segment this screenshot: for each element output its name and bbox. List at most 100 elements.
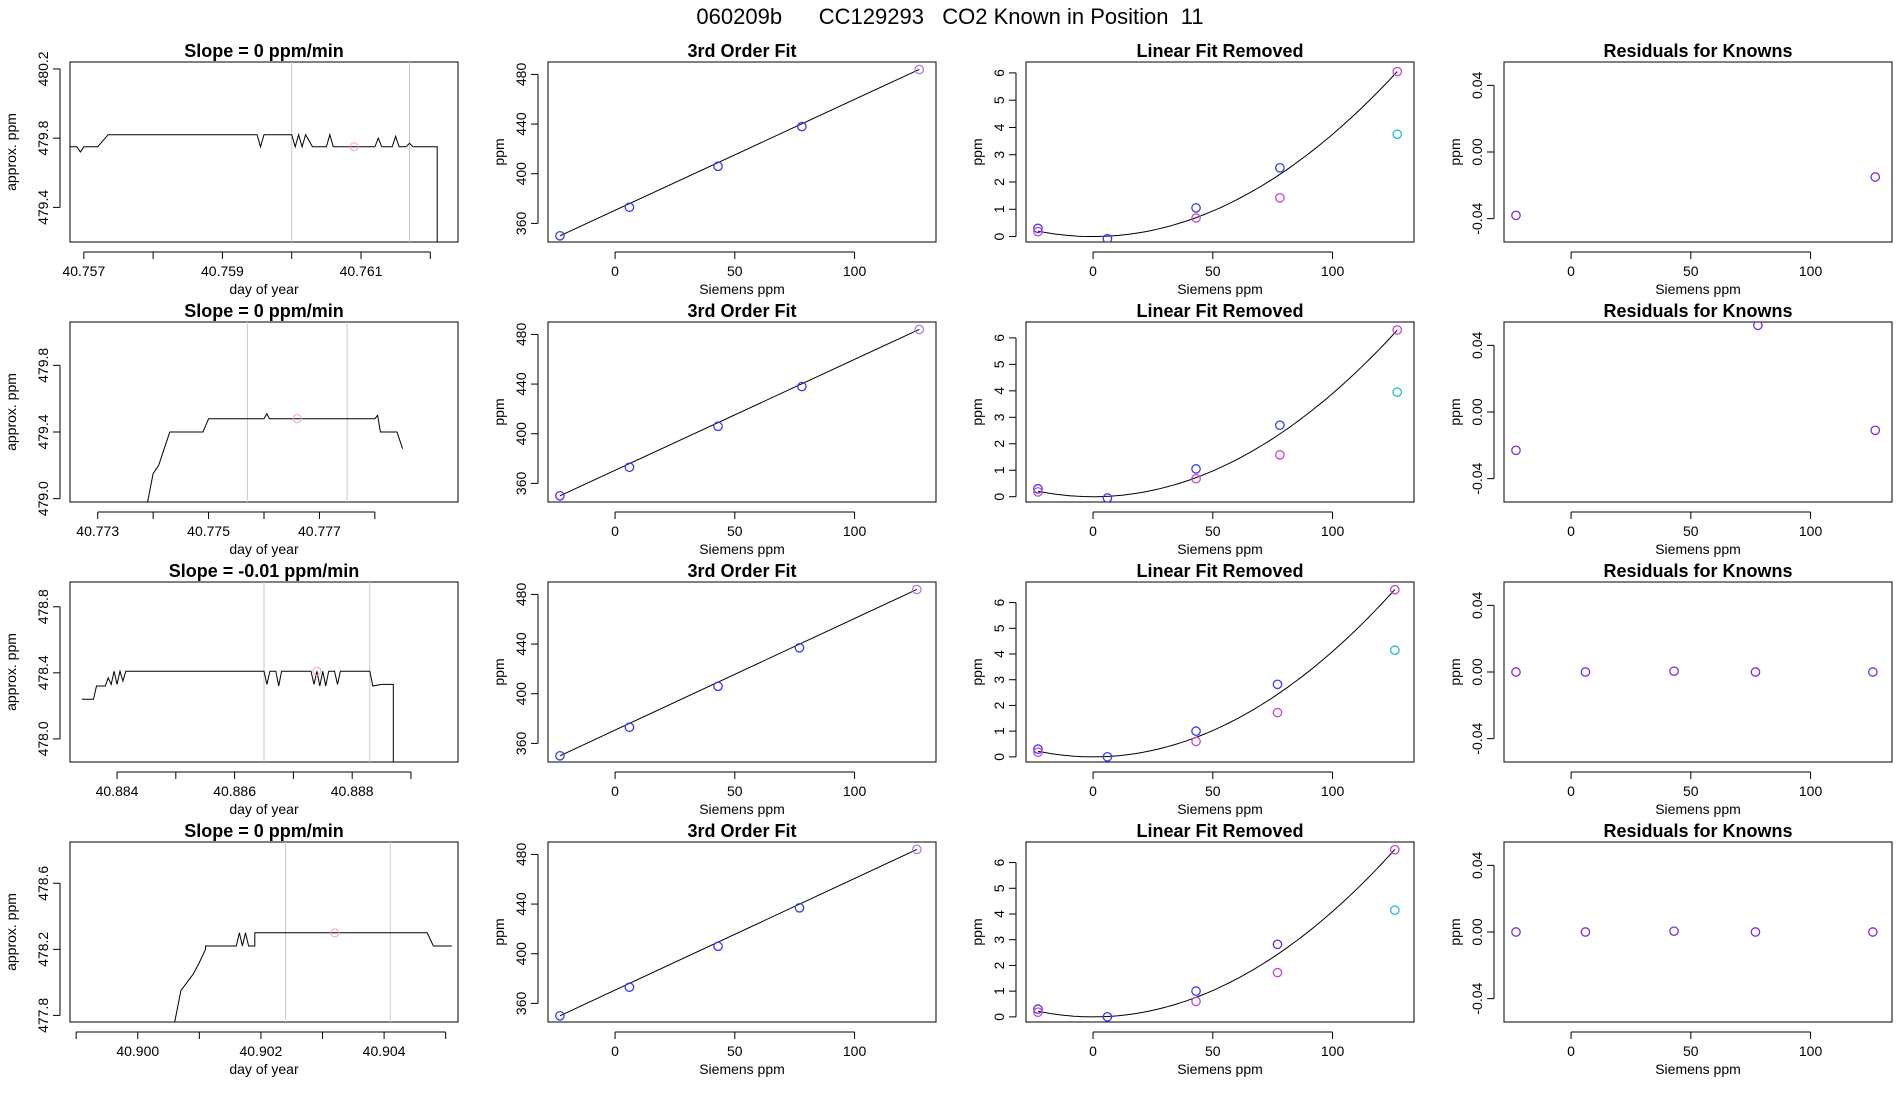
panel-title: 3rd Order Fit [687, 821, 796, 841]
x-axis-label: Siemens ppm [699, 541, 785, 557]
data-point [1033, 1004, 1043, 1014]
plot-area [1033, 66, 1403, 242]
data-point [624, 722, 635, 733]
x-tick-label: 50 [1683, 1043, 1699, 1059]
data-point [794, 642, 805, 653]
data-point [797, 381, 807, 392]
y-tick-label: 479.4 [35, 190, 51, 225]
plot-area [70, 322, 404, 502]
y-axis-label: ppm [491, 138, 507, 165]
data-point [713, 161, 723, 172]
y-tick-label: 3 [991, 413, 1007, 421]
y-axis-label: approx. ppm [3, 113, 19, 191]
y-tick-label: 4 [991, 910, 1007, 918]
data-point [624, 982, 635, 993]
y-tick-label: 0.00 [1469, 918, 1485, 945]
x-tick-label: 40.886 [213, 783, 256, 799]
y-tick-label: 2 [991, 440, 1007, 448]
plot-frame [547, 581, 937, 763]
y-axis-label: ppm [491, 398, 507, 425]
panel-title: Linear Fit Removed [1136, 821, 1303, 841]
data-point [1511, 667, 1521, 677]
y-axis-label: ppm [1447, 138, 1463, 165]
panel-title: Slope = -0.01 ppm/min [169, 561, 360, 581]
x-axis-label: Siemens ppm [1177, 801, 1263, 817]
x-tick-label: 40.904 [363, 1043, 406, 1059]
plot-area [70, 62, 438, 242]
y-axis-label: ppm [1447, 918, 1463, 945]
x-axis-label: Siemens ppm [1655, 281, 1741, 297]
x-axis-label: day of year [229, 801, 299, 817]
data-point [1750, 667, 1761, 677]
x-tick-label: 0 [1567, 1043, 1575, 1059]
y-tick-label: 479.8 [35, 348, 51, 383]
fit-line [559, 68, 920, 237]
data-point [1275, 450, 1285, 460]
data-point [624, 202, 635, 213]
x-tick-label: 40.884 [96, 783, 139, 799]
panel-r4-c2: 3rd Order Fit 0 50 100 Siemens ppm 360 400 440 4… [491, 821, 937, 1077]
panel-r2-c4: Residuals for Knowns 0 50 100 Siemens ppm -0.… [1447, 301, 1893, 557]
x-tick-label: 40.902 [240, 1043, 283, 1059]
y-tick-label: 0.04 [1469, 331, 1485, 358]
x-tick-label: 0 [1567, 783, 1575, 799]
panel-r2-c1: Slope = 0 ppm/min 40.773 40.775 40.777 day o… [3, 301, 459, 557]
data-point [1102, 1012, 1113, 1022]
data-point [1750, 927, 1761, 937]
x-axis-label: day of year [229, 541, 299, 557]
y-tick-label: 0.04 [1469, 591, 1485, 618]
data-point [1275, 162, 1285, 173]
x-tick-label: 50 [727, 523, 743, 539]
data-point [1870, 172, 1881, 182]
x-tick-label: 100 [843, 263, 867, 279]
data-point [1392, 387, 1403, 397]
x-tick-label: 0 [1089, 263, 1097, 279]
concentration-trace [70, 932, 452, 1022]
plot-area [1511, 926, 1878, 937]
y-tick-label: 0.00 [1469, 138, 1485, 165]
x-tick-label: 40.888 [331, 783, 374, 799]
data-point [1389, 905, 1400, 915]
y-tick-label: 440 [513, 372, 529, 396]
y-tick-label: 480 [513, 323, 529, 347]
x-tick-label: 100 [1321, 523, 1345, 539]
data-point [1392, 129, 1403, 140]
plot-frame [547, 321, 937, 503]
panel-title: Residuals for Knowns [1603, 821, 1792, 841]
y-tick-label: 0 [991, 493, 1007, 501]
y-tick-label: 478.8 [35, 589, 51, 624]
y-tick-label: 478.4 [35, 655, 51, 690]
panel-r1-c1: Slope = 0 ppm/min 40.757 40.759 40.761 day o… [3, 41, 459, 297]
y-tick-label: 4 [991, 387, 1007, 395]
x-tick-label: 50 [727, 783, 743, 799]
fit-curve [1037, 71, 1398, 237]
fit-line [559, 328, 920, 497]
y-tick-label: 400 [513, 422, 529, 446]
y-tick-label: 1 [991, 466, 1007, 474]
data-point [1033, 744, 1043, 754]
plot-frame [69, 61, 459, 243]
mean-marker [312, 666, 322, 676]
y-tick-label: 6 [991, 858, 1007, 866]
y-tick-label: 478.6 [35, 866, 51, 901]
y-tick-label: 3 [991, 676, 1007, 684]
data-point [1392, 66, 1403, 77]
plot-frame [1503, 61, 1893, 243]
mean-marker [330, 928, 340, 938]
x-tick-label: 0 [1567, 523, 1575, 539]
x-tick-label: 40.777 [298, 523, 341, 539]
data-point [797, 121, 807, 132]
y-axis-label: approx. ppm [3, 373, 19, 451]
data-point [1033, 487, 1043, 497]
y-axis-label: ppm [969, 918, 985, 945]
y-tick-label: 360 [513, 991, 529, 1015]
y-axis-label: ppm [969, 398, 985, 425]
data-point [1580, 667, 1591, 677]
data-point [1511, 210, 1521, 221]
data-point [1191, 986, 1201, 996]
mean-marker [292, 414, 302, 424]
plot-area [1033, 844, 1400, 1022]
data-point [1275, 192, 1285, 203]
data-point [1102, 752, 1113, 762]
